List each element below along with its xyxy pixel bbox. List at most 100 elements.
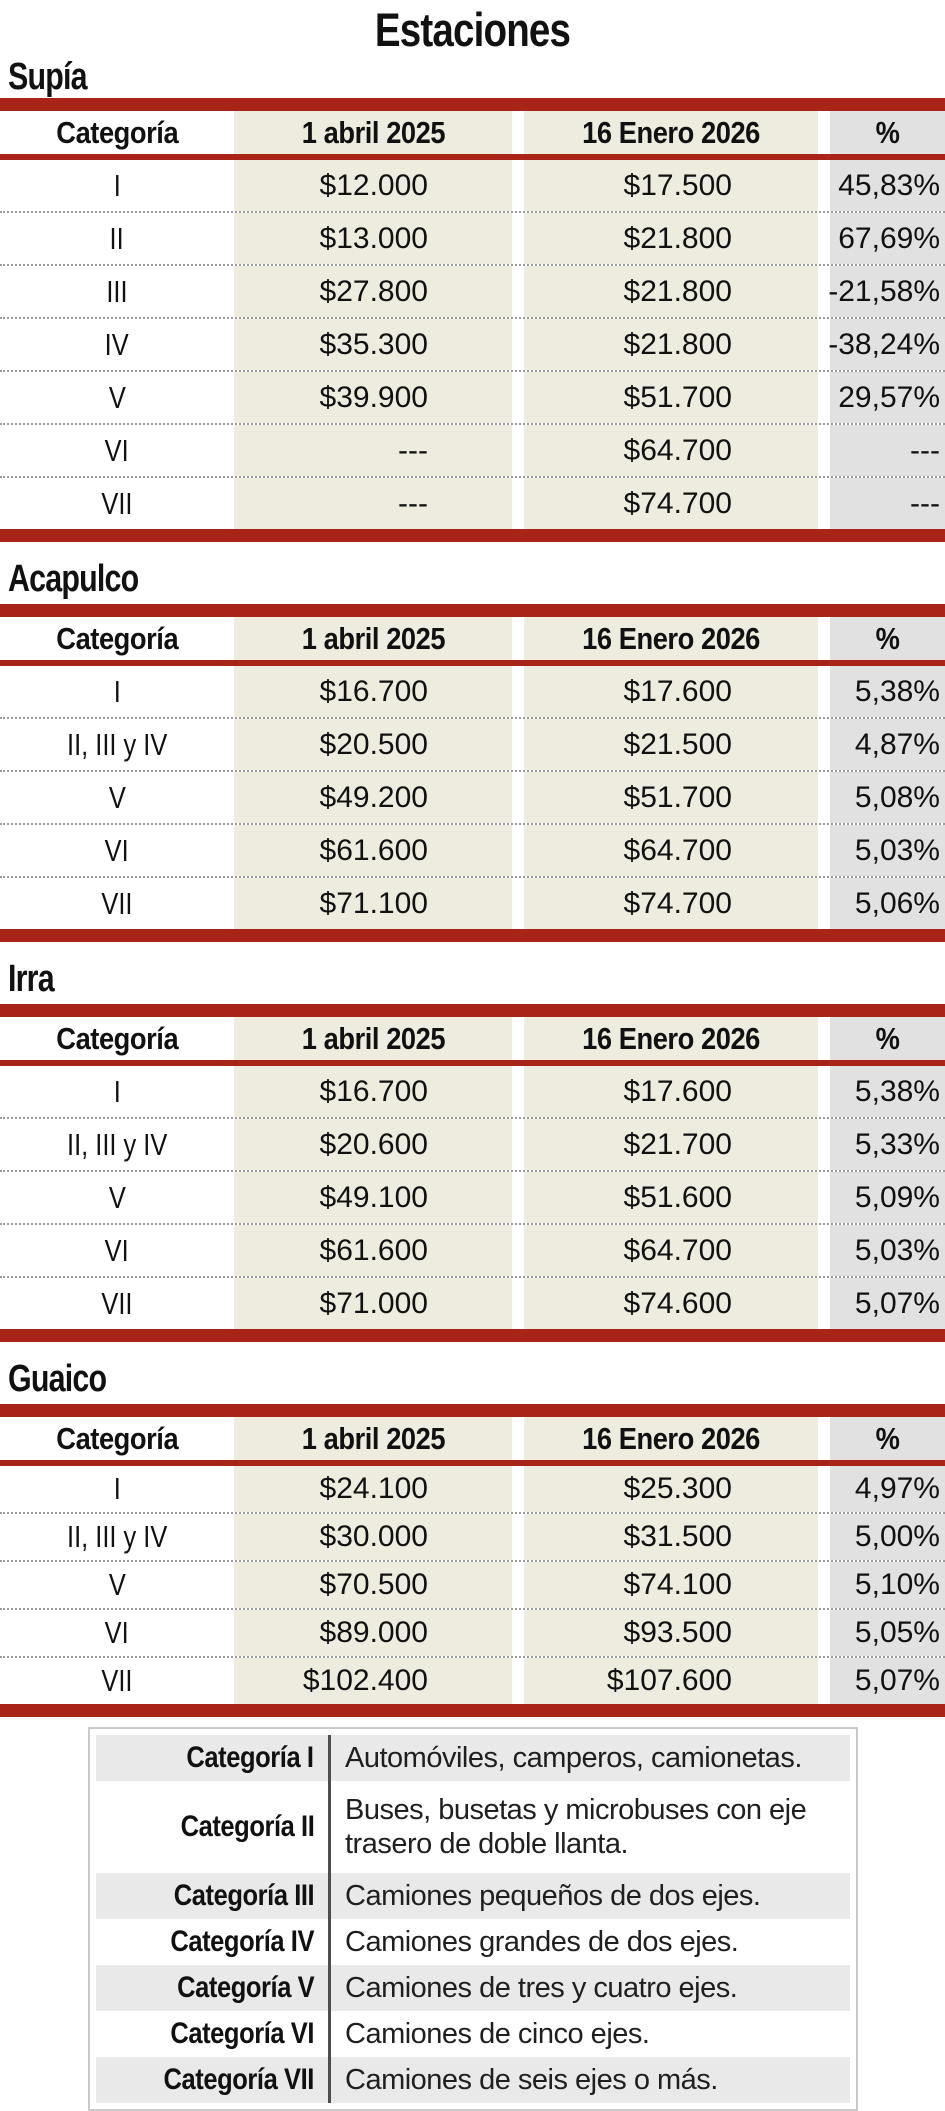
column-gap <box>818 878 830 929</box>
column-gap <box>512 878 524 929</box>
value-text: --- <box>398 433 428 467</box>
col-header-apr2025: 1 abril 2025 <box>234 1417 512 1460</box>
price-ene2026-cell: $64.700 <box>524 1225 818 1276</box>
column-gap <box>818 1172 830 1223</box>
column-gap <box>818 617 830 660</box>
legend-description: Automóviles, camperos, camionetas. <box>345 1741 802 1774</box>
column-gap <box>818 1514 830 1560</box>
value-text: $51.600 <box>623 1180 732 1214</box>
category-label: II, III y IV <box>66 1126 168 1162</box>
col-header-ene2026: 16 Enero 2026 <box>524 617 818 660</box>
percent-cell: --- <box>830 425 945 476</box>
legend-description-cell: Camiones de seis ejes o más. <box>328 2057 850 2103</box>
category-cell: VI <box>0 825 234 876</box>
table-row: VI $61.600 $64.700 5,03% <box>0 1223 945 1276</box>
column-gap <box>818 1610 830 1656</box>
col-header-percent: % <box>830 1417 945 1460</box>
table-row: VII $71.100 $74.700 5,06% <box>0 876 945 929</box>
value-text: 5,38% <box>854 674 940 708</box>
column-gap <box>818 772 830 823</box>
table-top-band <box>0 604 945 617</box>
table-row: VI $89.000 $93.500 5,05% <box>0 1608 945 1656</box>
category-label: II <box>109 220 125 256</box>
price-apr2025-cell: --- <box>234 478 512 529</box>
station-section: Acapulco Categoría 1 abril 2025 16 Enero 20… <box>0 558 945 942</box>
column-gap <box>818 319 830 370</box>
category-label: I <box>113 1471 121 1506</box>
column-gap <box>512 372 524 423</box>
percent-cell: 5,07% <box>830 1278 945 1329</box>
price-ene2026-cell: $51.700 <box>524 372 818 423</box>
col-header-percent: % <box>830 111 945 154</box>
col-header-categoria: Categoría <box>0 1017 234 1060</box>
legend-row: Categoría I Automóviles, camperos, camion… <box>96 1735 850 1781</box>
price-apr2025-cell: $102.400 <box>234 1658 512 1704</box>
price-ene2026-cell: $17.600 <box>524 1066 818 1117</box>
column-gap <box>818 111 830 154</box>
category-cell: VI <box>0 1225 234 1276</box>
category-label: VII <box>101 1285 133 1321</box>
legend-label: Categoría II <box>180 1810 314 1843</box>
price-apr2025-cell: $20.500 <box>234 719 512 770</box>
table-row: II, III y IV $20.500 $21.500 4,87% <box>0 717 945 770</box>
price-ene2026-cell: $64.700 <box>524 425 818 476</box>
table-row: II, III y IV $30.000 $31.500 5,00% <box>0 1512 945 1560</box>
percent-cell: 67,69% <box>830 213 945 264</box>
column-gap <box>818 1119 830 1170</box>
col-header-label: 16 Enero 2026 <box>582 1020 760 1056</box>
category-cell: I <box>0 1066 234 1117</box>
category-cell: IV <box>0 319 234 370</box>
col-header-label: Categoría <box>56 114 178 150</box>
percent-cell: 5,05% <box>830 1610 945 1656</box>
table-bottom-band <box>0 1329 945 1342</box>
column-gap <box>512 1514 524 1560</box>
column-gap <box>512 1172 524 1223</box>
price-apr2025-cell: $49.200 <box>234 772 512 823</box>
column-gap <box>512 825 524 876</box>
price-ene2026-cell: $21.800 <box>524 266 818 317</box>
legend-label: Categoría VII <box>163 2063 315 2096</box>
value-text: $21.500 <box>623 727 732 761</box>
column-gap <box>512 1417 524 1460</box>
value-text: $21.800 <box>623 327 732 361</box>
price-apr2025-cell: $16.700 <box>234 1066 512 1117</box>
column-gap <box>512 1562 524 1608</box>
price-apr2025-cell: $71.000 <box>234 1278 512 1329</box>
station-table: Categoría 1 abril 2025 16 Enero 2026% I $16.… <box>0 604 945 942</box>
value-text: $17.500 <box>623 168 732 202</box>
value-text: 5,38% <box>854 1074 940 1108</box>
category-cell: V <box>0 372 234 423</box>
column-gap <box>512 1225 524 1276</box>
category-label: V <box>108 1179 126 1215</box>
column-gap <box>512 1610 524 1656</box>
value-text: 5,08% <box>854 780 940 814</box>
category-label: II, III y IV <box>66 726 168 762</box>
price-apr2025-cell: $12.000 <box>234 160 512 211</box>
category-legend: Categoría I Automóviles, camperos, camion… <box>88 1727 858 2111</box>
value-text: 5,09% <box>854 1180 940 1214</box>
value-text: 5,00% <box>854 1520 940 1553</box>
col-header-label: % <box>875 620 900 656</box>
legend-row: Categoría VII Camiones de seis ejes o más… <box>96 2057 850 2103</box>
legend-description-cell: Automóviles, camperos, camionetas. <box>328 1735 850 1781</box>
category-cell: VI <box>0 1610 234 1656</box>
price-ene2026-cell: $107.600 <box>524 1658 818 1704</box>
column-gap <box>512 1466 524 1512</box>
legend-label-cell: Categoría II <box>96 1781 328 1873</box>
price-ene2026-cell: $93.500 <box>524 1610 818 1656</box>
column-gap <box>512 1278 524 1329</box>
station-section: Supía Categoría 1 abril 2025 16 Enero 2026%… <box>0 56 945 542</box>
value-text: $35.300 <box>319 327 428 361</box>
price-apr2025-cell: $70.500 <box>234 1562 512 1608</box>
col-header-categoria: Categoría <box>0 111 234 154</box>
value-text: 5,05% <box>854 1616 940 1649</box>
col-header-label: 16 Enero 2026 <box>582 114 760 150</box>
price-ene2026-cell: $21.800 <box>524 319 818 370</box>
price-apr2025-cell: $39.900 <box>234 372 512 423</box>
column-gap <box>818 1658 830 1704</box>
value-text: $12.000 <box>319 168 428 202</box>
col-header-label: 1 abril 2025 <box>301 1420 445 1456</box>
col-header-label: 1 abril 2025 <box>301 620 445 656</box>
price-apr2025-cell: $61.600 <box>234 825 512 876</box>
legend-description-cell: Camiones de tres y cuatro ejes. <box>328 1965 850 2011</box>
